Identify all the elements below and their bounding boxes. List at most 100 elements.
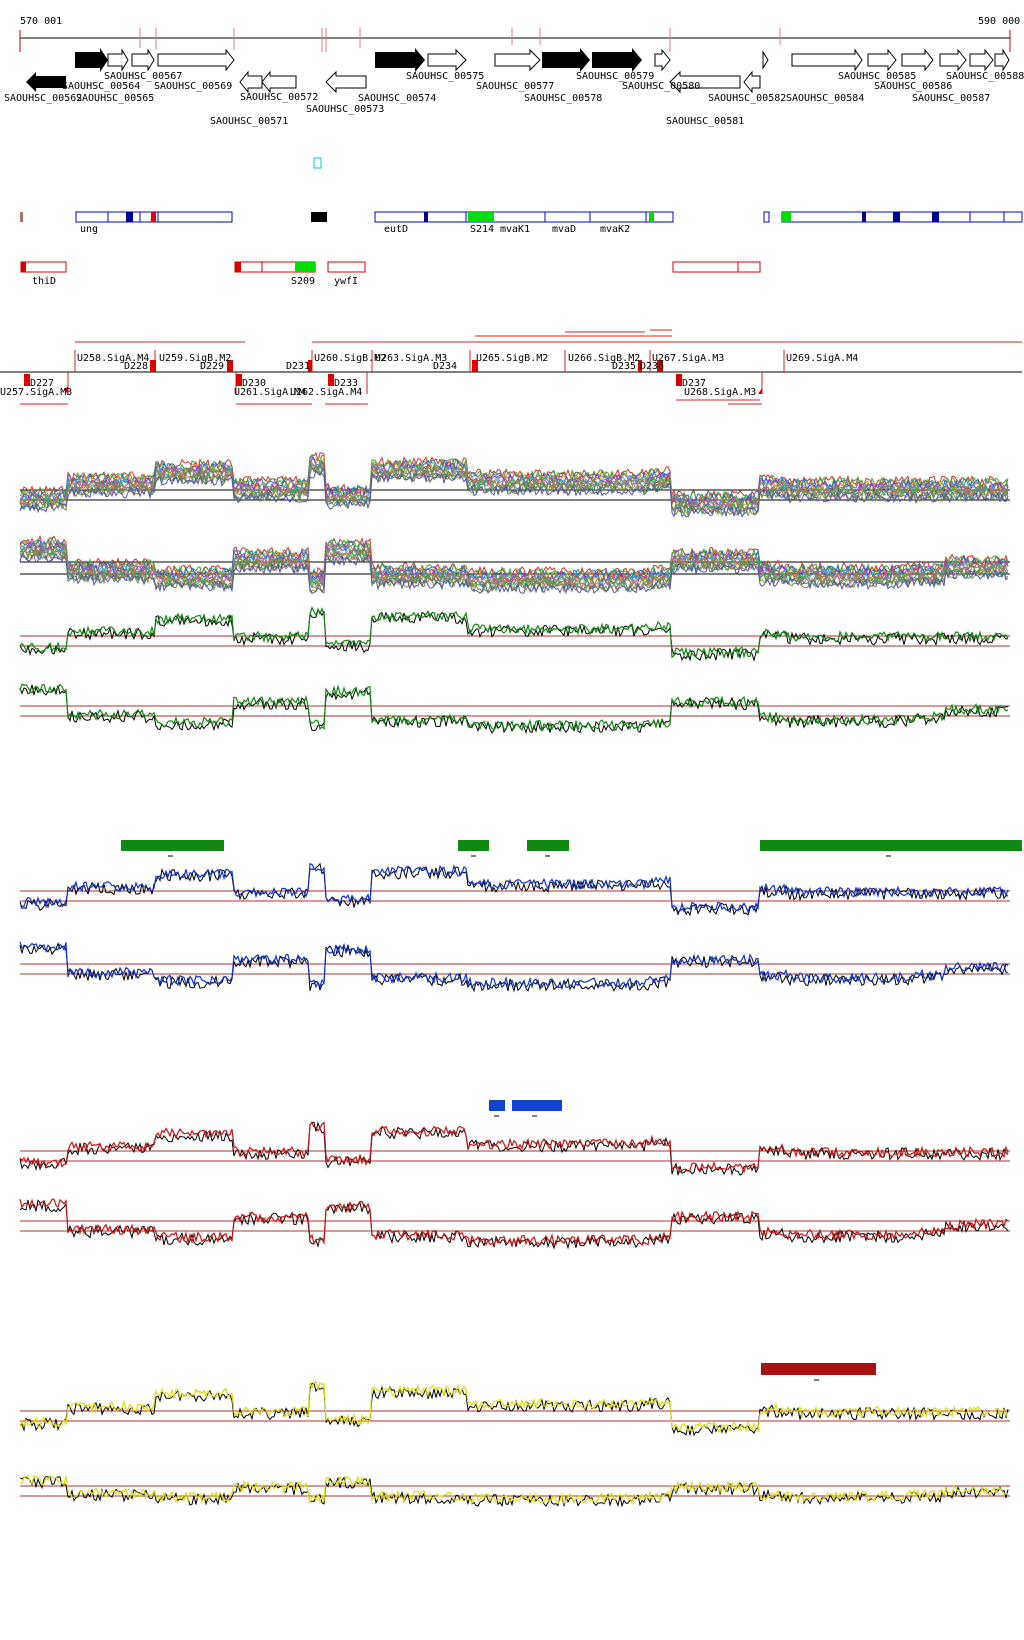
start-coordinate: 570 001: [20, 16, 62, 27]
annotation-track-blue: ung eutD S214 mvaK1 mvaD mvaK2: [20, 211, 1023, 235]
gene-label: SAOUHSC_00569: [154, 81, 232, 92]
gene-label: SAOUHSC_00584: [786, 93, 864, 104]
gene-label: SAOUHSC_00577: [476, 81, 554, 92]
expression-profile-line: [19, 1121, 1009, 1174]
promoter-label: D236: [640, 361, 664, 372]
gene-label: SAOUHSC_00586: [874, 81, 952, 92]
condition-bar[interactable]: [489, 1100, 505, 1111]
gene-arrow[interactable]: [75, 48, 108, 72]
promoter-label: D229: [200, 361, 224, 372]
gene-label: SAOUHSC_00571: [210, 116, 288, 127]
annotation-label: eutD: [384, 224, 408, 235]
expression-profile-line: [19, 465, 1009, 516]
promoter-label: D234: [433, 361, 457, 372]
gene-label: SAOUHSC_00572: [240, 92, 318, 103]
expression-profile-line: [19, 456, 1009, 507]
annotation-label: S214: [470, 224, 494, 235]
expression-profile-line: [19, 942, 1009, 993]
condition-bar[interactable]: [121, 840, 224, 851]
gene-arrow[interactable]: [427, 48, 467, 72]
promoter-label: U268.SigA.M3: [684, 387, 756, 398]
feature-marker[interactable]: [313, 157, 322, 169]
gene-label: SAOUHSC_00574: [358, 93, 436, 104]
gene-arrow[interactable]: [261, 70, 297, 94]
gene-arrow[interactable]: [494, 48, 541, 72]
promoter-label: U267.SigA.M3: [652, 353, 724, 364]
expression-profile-line: [19, 462, 1009, 512]
gene-arrow[interactable]: [762, 50, 769, 70]
promoter-label: U266.SigB.M2: [568, 353, 640, 364]
expression-profile-line: [19, 453, 1009, 504]
gene-arrow[interactable]: [994, 48, 1010, 72]
gene-arrow[interactable]: [669, 70, 741, 94]
expression-profile-line: [19, 551, 1009, 595]
expression-profile-line: [19, 609, 1009, 663]
promoter-label: D237: [682, 378, 706, 389]
gene-label: SAOUHSC_00581: [666, 116, 744, 127]
condition-bar[interactable]: [512, 1100, 562, 1111]
annotation-label: thiD: [32, 276, 56, 287]
condition-bar[interactable]: [761, 1363, 876, 1375]
gene-arrow[interactable]: [901, 48, 934, 72]
gene-arrow[interactable]: [542, 48, 590, 72]
expression-profile-line: [19, 543, 1009, 588]
promoter-label: D230: [242, 378, 266, 389]
gene-label: SAOUHSC_00588: [946, 71, 1024, 82]
promoter-label: U258.SigA.M4: [77, 353, 149, 364]
expression-profile-line: [19, 1475, 1009, 1508]
promoter-label: U269.SigA.M4: [786, 353, 858, 364]
expression-profile-line: [19, 606, 1009, 660]
gene-arrow[interactable]: [743, 70, 761, 94]
promoter-label: U262.SigA.M4: [290, 387, 362, 398]
gene-arrow[interactable]: [325, 70, 367, 94]
condition-bar[interactable]: [527, 840, 569, 851]
gene-track: [26, 48, 1010, 94]
gene-label: SAOUHSC_00565: [76, 93, 154, 104]
expression-profile-line: [19, 467, 1009, 518]
coordinate-ruler: 570 001 590 000: [19, 16, 1020, 52]
promoter-label: U261.SigA.M4: [234, 387, 306, 398]
expression-profile-line: [19, 451, 1009, 502]
promoter-label: U259.SigB.M2: [159, 353, 231, 364]
expression-profile-line: [19, 1121, 1009, 1177]
expression-profile-line: [19, 1381, 1009, 1434]
gene-label: SAOUHSC_00573: [306, 104, 384, 115]
condition-bar[interactable]: [760, 840, 1022, 851]
expression-profile-line: [19, 550, 1009, 594]
gene-arrow[interactable]: [939, 48, 967, 72]
promoter-label: D228: [124, 361, 148, 372]
gene-arrow[interactable]: [969, 48, 994, 72]
expression-profile-line: [19, 683, 1009, 732]
gene-arrow[interactable]: [791, 48, 863, 72]
expression-profile-line: [19, 1382, 1009, 1437]
gene-arrow[interactable]: [592, 48, 642, 72]
expression-profile-line: [19, 1198, 1009, 1247]
gene-arrow[interactable]: [239, 70, 263, 94]
gene-arrow[interactable]: [654, 48, 671, 72]
gene-arrow[interactable]: [107, 48, 129, 72]
promoter-label: D231: [286, 361, 310, 372]
end-coordinate: 590 000: [978, 16, 1020, 27]
expression-profile-line: [19, 541, 1009, 585]
annotation-label: S209: [291, 276, 315, 287]
condition-bar[interactable]: [458, 840, 489, 851]
gene-arrow[interactable]: [375, 48, 425, 72]
gene-arrow[interactable]: [131, 48, 155, 72]
gene-label: SAOUHSC_00578: [524, 93, 602, 104]
gene-label: SAOUHSC_00579: [576, 71, 654, 82]
gene-arrow[interactable]: [157, 48, 235, 72]
gene-label: SAOUHSC_00564: [62, 81, 140, 92]
gene-arrow[interactable]: [867, 48, 897, 72]
promoter-label: D233: [334, 378, 358, 389]
gene-arrow[interactable]: [26, 72, 66, 92]
expression-profile-line: [19, 684, 1009, 735]
condition-bars: [121, 840, 1022, 1381]
promoter-label: D227: [30, 378, 54, 389]
gene-label: SAOUHSC_00585: [838, 71, 916, 82]
expression-profile-line: [19, 941, 1008, 990]
expression-profile-line: [19, 862, 1009, 914]
annotation-label: mvaK1: [500, 224, 530, 235]
annotation-label: ywfI: [334, 276, 358, 287]
